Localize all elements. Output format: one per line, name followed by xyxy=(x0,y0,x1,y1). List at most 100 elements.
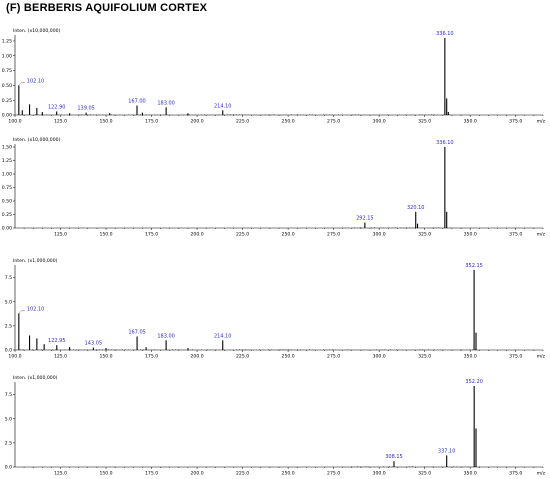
peak-label: 352.20 xyxy=(465,379,483,385)
x-tick-label: 250.0 xyxy=(282,232,295,238)
peak-label: 292.15 xyxy=(356,216,374,222)
y-tick-label: 5.0 xyxy=(5,299,12,305)
y-tick-label: 2.5 xyxy=(5,440,12,446)
x-tick-label: 150.0 xyxy=(99,471,112,477)
y-tick-label: 1.00 xyxy=(2,53,12,59)
x-tick-label: 325.0 xyxy=(418,354,431,360)
y-tick-label: 5.0 xyxy=(5,416,12,422)
spectrum-panel-2: Inten. (x10,000,000) 0.00 0.25 0.50 0.75 1.00… xyxy=(2,137,546,238)
y-tick-label: 1.25 xyxy=(2,39,12,45)
x-tick-label: 150.0 xyxy=(99,119,112,125)
y-tick-label: 0.25 xyxy=(2,212,12,218)
x-tick-label: 350.0 xyxy=(464,232,477,238)
x-tick-label: 175.0 xyxy=(145,471,158,477)
peak-label: 183.00 xyxy=(157,100,175,106)
peak-leader-line xyxy=(18,82,25,86)
spectrum-panel-4: Inten. (x1,000,000) 0.0 2.5 5.0 7.5 125.0 150.… xyxy=(5,375,546,477)
peak-label: 102.10 xyxy=(27,78,45,84)
y-tick-label: 0.50 xyxy=(2,199,12,205)
intensity-scale-label: Inten. (x1,000,000) xyxy=(13,375,58,381)
x-tick-label: 375.0 xyxy=(509,119,522,125)
y-tick-label: 1.00 xyxy=(2,172,12,178)
peak-leader-line xyxy=(18,310,25,314)
y-tick-label: 1.50 xyxy=(2,145,12,151)
x-axis-unit-label: m/z xyxy=(537,119,546,125)
spectrum-panel-1: Inten. (x10,000,000) 0.00 0.25 0.50 0.75 1.00… xyxy=(2,28,546,125)
x-tick-label: 375.0 xyxy=(509,232,522,238)
x-tick-label: 200.0 xyxy=(190,471,203,477)
y-tick-label: 7.5 xyxy=(5,275,12,281)
peak-label: 122.90 xyxy=(48,104,66,110)
x-tick-label: 125.0 xyxy=(54,119,67,125)
y-tick-label: 7.5 xyxy=(5,392,12,398)
x-tick-label: 125.0 xyxy=(54,471,67,477)
y-tick-label: 2.5 xyxy=(5,323,12,329)
x-tick-label: 250.0 xyxy=(282,119,295,125)
peak-label: 102.10 xyxy=(27,306,45,312)
x-axis-unit-label: m/z xyxy=(537,232,546,238)
intensity-scale-label: Inten. (x10,000,000) xyxy=(13,137,61,143)
y-tick-label: 1.25 xyxy=(2,158,12,164)
x-tick-label: 175.0 xyxy=(145,232,158,238)
x-tick-label: 150.0 xyxy=(99,354,112,360)
x-tick-label: 350.0 xyxy=(464,471,477,477)
x-tick-label: 225.0 xyxy=(236,232,249,238)
x-tick-label: 300.0 xyxy=(373,119,386,125)
x-tick-label: 275.0 xyxy=(327,232,340,238)
peak-label: 214.10 xyxy=(214,333,232,339)
x-tick-label: 225.0 xyxy=(236,119,249,125)
x-tick-label: 250.0 xyxy=(282,354,295,360)
x-tick-label: 250.0 xyxy=(282,471,295,477)
x-tick-label: 325.0 xyxy=(418,119,431,125)
y-tick-label: 0.75 xyxy=(2,185,12,191)
peak-label: 320.10 xyxy=(407,205,425,211)
y-tick-label: 0.50 xyxy=(2,83,12,89)
x-tick-label: 275.0 xyxy=(327,119,340,125)
peak-label: 352.15 xyxy=(465,263,483,269)
x-tick-label: 225.0 xyxy=(236,354,249,360)
x-tick-label: 125.0 xyxy=(54,232,67,238)
x-tick-label: 200.0 xyxy=(190,354,203,360)
x-tick-label: 125.0 xyxy=(54,354,67,360)
peak-label: 337.10 xyxy=(438,448,456,454)
peak-label: 308.15 xyxy=(385,454,403,460)
y-tick-label: 0.25 xyxy=(2,98,12,104)
x-tick-label: 100.0 xyxy=(8,354,21,360)
x-tick-label: 200.0 xyxy=(190,232,203,238)
peak-label: 214.10 xyxy=(214,103,232,109)
spectrum-panel-3: Inten. (x1,000,000) 0.0 2.5 5.0 7.5 100.0 125.… xyxy=(5,258,546,360)
x-tick-label: 325.0 xyxy=(418,232,431,238)
y-tick-label: 0.0 xyxy=(5,348,12,354)
x-tick-label: 350.0 xyxy=(464,354,477,360)
y-tick-label: 0.0 xyxy=(5,465,12,471)
peak-label: 336.10 xyxy=(436,140,454,146)
peak-label: 167.00 xyxy=(128,99,146,105)
peak-label: 167.05 xyxy=(128,329,146,335)
peak-label: 143.05 xyxy=(85,341,103,347)
peak-label: 122.95 xyxy=(48,338,66,344)
intensity-scale-label: Inten. (x10,000,000) xyxy=(13,28,61,34)
x-tick-label: 375.0 xyxy=(509,471,522,477)
peak-label: 139.05 xyxy=(77,106,95,112)
x-axis-unit-label: m/z xyxy=(537,354,546,360)
x-tick-label: 300.0 xyxy=(373,232,386,238)
y-tick-label: 0.00 xyxy=(2,113,12,119)
x-tick-label: 275.0 xyxy=(327,354,340,360)
x-axis-unit-label: m/z xyxy=(537,471,546,477)
x-tick-label: 375.0 xyxy=(509,354,522,360)
x-tick-label: 325.0 xyxy=(418,471,431,477)
x-tick-label: 200.0 xyxy=(190,119,203,125)
x-tick-label: 175.0 xyxy=(145,354,158,360)
x-tick-label: 100.0 xyxy=(8,119,21,125)
x-tick-label: 300.0 xyxy=(373,354,386,360)
peak-label: 183.00 xyxy=(157,333,175,339)
x-tick-label: 225.0 xyxy=(236,471,249,477)
x-tick-label: 300.0 xyxy=(373,471,386,477)
x-tick-label: 350.0 xyxy=(464,119,477,125)
y-tick-label: 0.75 xyxy=(2,68,12,74)
intensity-scale-label: Inten. (x1,000,000) xyxy=(13,258,58,264)
peak-label: 336.10 xyxy=(436,31,454,37)
y-tick-label: 0.00 xyxy=(2,226,12,232)
x-tick-label: 175.0 xyxy=(145,119,158,125)
